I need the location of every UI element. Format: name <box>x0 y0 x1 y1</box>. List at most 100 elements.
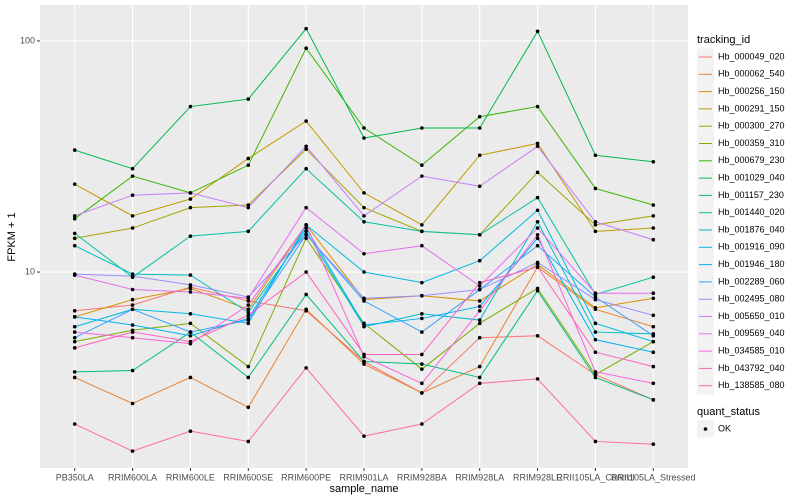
data-point <box>477 364 482 369</box>
x-axis-title: sample_name <box>329 483 398 495</box>
data-point <box>362 126 366 130</box>
data-point <box>188 375 193 380</box>
data-point <box>362 251 366 256</box>
data-point <box>304 366 308 370</box>
data-point <box>651 237 656 242</box>
data-point <box>246 205 251 210</box>
data-point <box>188 273 193 277</box>
data-point <box>188 321 193 326</box>
data-point <box>246 307 251 312</box>
data-point <box>535 260 540 265</box>
data-point <box>72 370 77 374</box>
data-point <box>188 290 193 294</box>
data-point <box>246 321 251 326</box>
data-point <box>72 231 77 236</box>
data-point <box>130 297 135 302</box>
data-point <box>188 234 193 238</box>
data-point <box>477 335 482 340</box>
data-point <box>72 422 77 426</box>
y-tick-label: 100 <box>20 35 35 45</box>
data-point <box>651 291 656 296</box>
data-point <box>420 223 424 227</box>
data-point <box>72 346 77 350</box>
data-point <box>477 280 482 285</box>
x-tick-label: RRIM600LE <box>166 472 215 482</box>
data-point <box>420 316 424 321</box>
data-point <box>246 310 251 315</box>
data-point <box>420 330 424 334</box>
data-point <box>130 287 135 292</box>
x-tick-label: RRIM600LA <box>108 472 157 482</box>
data-point <box>535 170 540 175</box>
data-point <box>651 275 656 280</box>
legend-label: Hb_034585_010 <box>718 345 785 355</box>
data-point <box>593 223 598 227</box>
data-point <box>535 141 540 146</box>
data-point <box>535 232 540 237</box>
data-point <box>535 104 540 109</box>
legend-label: Hb_000679_230 <box>718 155 785 165</box>
data-point <box>362 359 366 364</box>
data-point <box>362 352 366 357</box>
data-point <box>246 405 251 410</box>
data-point <box>593 306 598 310</box>
data-point <box>130 307 135 312</box>
data-point <box>477 318 482 322</box>
data-point <box>420 280 424 285</box>
legend-label: Hb_000049_020 <box>718 51 785 61</box>
data-point <box>72 148 77 152</box>
data-point <box>420 422 424 426</box>
data-point <box>535 377 540 381</box>
data-point <box>246 313 251 318</box>
legend-title: tracking_id <box>697 34 750 46</box>
data-point <box>477 375 482 380</box>
data-point <box>188 286 193 291</box>
data-point <box>188 283 193 287</box>
data-point <box>362 299 366 303</box>
data-point <box>477 321 482 326</box>
data-point <box>420 367 424 371</box>
data-point <box>304 147 308 152</box>
x-tick-label: RRII105LA_Control <box>556 472 634 482</box>
data-point <box>188 429 193 433</box>
data-point <box>651 398 656 402</box>
data-point <box>246 364 251 369</box>
data-point <box>72 315 77 319</box>
data-point <box>130 274 135 278</box>
y-axis-title: FPKM + 1 <box>6 212 18 261</box>
data-point <box>420 352 424 357</box>
data-point <box>420 362 424 366</box>
data-point <box>593 375 598 380</box>
legend-label: Hb_000291_150 <box>718 103 785 113</box>
legend-label: Hb_009569_040 <box>718 328 785 338</box>
data-point <box>304 292 308 297</box>
data-point <box>477 308 482 313</box>
data-point <box>651 350 656 355</box>
data-point <box>130 174 135 178</box>
data-point <box>130 214 135 218</box>
legend-label: Hb_001157_230 <box>718 190 784 200</box>
data-point <box>420 311 424 316</box>
data-point <box>72 339 77 344</box>
data-point <box>362 434 366 438</box>
data-point <box>651 442 656 446</box>
data-point <box>535 208 540 213</box>
data-point <box>535 236 540 241</box>
data-point <box>651 381 656 386</box>
data-point <box>535 144 540 149</box>
data-point <box>593 350 598 355</box>
data-point <box>304 223 308 227</box>
legend-label: Hb_001029_040 <box>718 172 785 182</box>
data-point <box>593 372 598 377</box>
data-point <box>304 229 308 234</box>
data-point <box>246 97 251 101</box>
data-point <box>188 205 193 210</box>
data-point <box>188 311 193 316</box>
x-tick-label: RRIM600SE <box>223 472 273 482</box>
data-point <box>593 370 598 374</box>
legend-label: Hb_000256_150 <box>718 86 785 96</box>
data-point <box>420 174 424 178</box>
data-point <box>477 299 482 303</box>
data-point <box>477 381 482 386</box>
